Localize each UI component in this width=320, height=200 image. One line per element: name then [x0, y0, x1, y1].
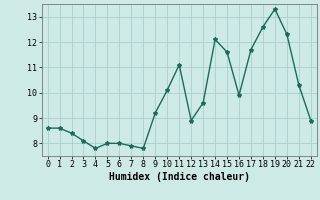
X-axis label: Humidex (Indice chaleur): Humidex (Indice chaleur)	[109, 172, 250, 182]
